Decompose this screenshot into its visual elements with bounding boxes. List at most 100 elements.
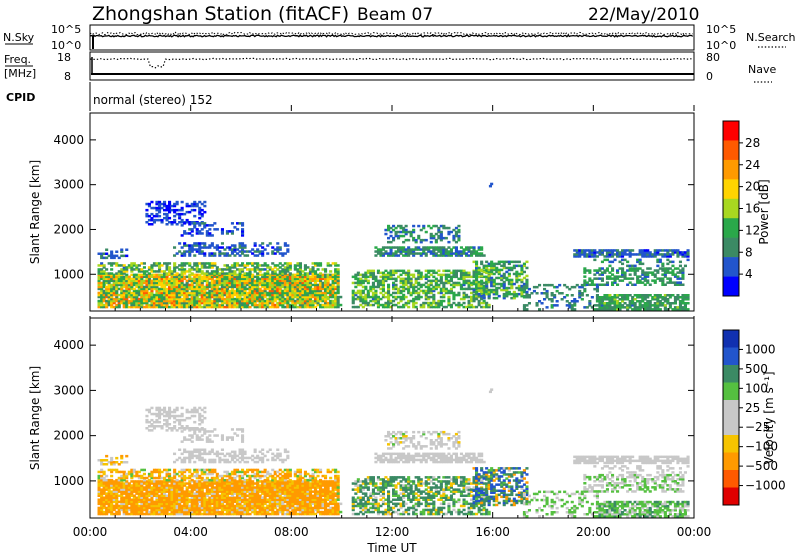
echo-cell bbox=[107, 285, 111, 289]
echo-cell bbox=[505, 288, 509, 292]
echo-cell bbox=[621, 298, 625, 301]
echo-cell bbox=[656, 306, 660, 309]
echo-cell bbox=[150, 293, 154, 297]
echo-cell bbox=[548, 298, 552, 301]
echo-cell bbox=[434, 277, 438, 281]
echo-cell bbox=[213, 504, 217, 508]
echo-cell bbox=[238, 287, 242, 291]
echo-cell bbox=[311, 270, 315, 273]
echo-cell bbox=[205, 266, 209, 269]
echo-cell bbox=[175, 277, 179, 281]
echo-cell bbox=[147, 504, 151, 508]
echo-cell bbox=[392, 291, 396, 295]
echo-cell bbox=[173, 289, 177, 293]
echo-cell bbox=[593, 273, 597, 276]
echo-cell bbox=[110, 301, 114, 305]
echo-cell bbox=[399, 289, 403, 293]
echo-cell bbox=[658, 308, 662, 311]
echo-cell bbox=[115, 262, 119, 265]
echo-cell bbox=[253, 287, 257, 291]
echo-cell bbox=[288, 285, 292, 289]
echo-cell bbox=[140, 270, 144, 273]
echo-cell bbox=[359, 295, 363, 299]
echo-cell bbox=[439, 224, 443, 228]
echo-cell bbox=[135, 504, 139, 508]
echo-cell bbox=[286, 275, 290, 279]
echo-cell bbox=[155, 291, 159, 295]
echo-cell bbox=[198, 512, 202, 516]
echo-cell bbox=[230, 297, 234, 301]
echo-cell bbox=[241, 281, 245, 285]
echo-cell bbox=[195, 484, 199, 487]
echo-cell bbox=[140, 490, 144, 493]
echo-cell bbox=[180, 206, 184, 210]
echo-cell bbox=[505, 278, 509, 282]
echo-cell bbox=[550, 298, 554, 301]
echo-cell bbox=[319, 303, 323, 307]
echo-cell bbox=[137, 275, 141, 279]
echo-cell bbox=[283, 285, 287, 289]
echo-cell bbox=[180, 484, 184, 487]
echo-cell bbox=[439, 250, 443, 253]
echo-cell bbox=[170, 488, 174, 491]
echo-cell bbox=[336, 301, 340, 305]
echo-cell bbox=[233, 484, 237, 487]
echo-cell bbox=[656, 253, 660, 256]
echo-cell bbox=[517, 274, 521, 278]
echo-cell bbox=[102, 498, 106, 501]
echo-cell bbox=[220, 273, 224, 277]
echo-cell bbox=[392, 246, 396, 249]
echo-cell bbox=[394, 226, 398, 230]
echo-cell bbox=[223, 498, 227, 501]
echo-cell bbox=[193, 226, 197, 229]
echo-cell bbox=[319, 275, 323, 279]
echo-cell bbox=[140, 299, 144, 303]
echo-cell bbox=[168, 287, 172, 291]
echo-cell bbox=[112, 508, 116, 512]
echo-cell bbox=[543, 287, 547, 291]
echo-cell bbox=[195, 266, 199, 269]
echo-cell bbox=[120, 254, 124, 258]
echo-cell bbox=[127, 283, 131, 287]
echo-cell bbox=[653, 279, 657, 282]
echo-cell bbox=[183, 212, 187, 216]
echo-cell bbox=[142, 270, 146, 273]
colorbar-segment bbox=[723, 218, 739, 238]
echo-cell bbox=[291, 303, 295, 307]
echo-cell bbox=[575, 253, 579, 256]
echo-cell bbox=[301, 289, 305, 293]
beam-label: Beam 07 bbox=[357, 5, 433, 25]
echo-cell bbox=[152, 297, 156, 301]
echo-cell bbox=[195, 250, 199, 253]
echo-cell bbox=[409, 279, 413, 283]
echo-cell bbox=[558, 283, 562, 287]
echo-cell bbox=[215, 305, 219, 309]
echo-cell bbox=[130, 299, 134, 303]
echo-cell bbox=[137, 504, 141, 508]
echo-cell bbox=[205, 512, 209, 516]
echo-cell bbox=[183, 254, 187, 257]
echo-cell bbox=[107, 502, 111, 506]
echo-cell bbox=[482, 296, 486, 300]
echo-cell bbox=[424, 297, 428, 301]
echo-cell bbox=[158, 510, 162, 514]
echo-cell bbox=[115, 492, 119, 495]
echo-cell bbox=[359, 291, 363, 295]
echo-cell bbox=[125, 275, 129, 279]
echo-cell bbox=[150, 279, 154, 283]
echo-cell bbox=[437, 269, 441, 273]
echo-cell bbox=[102, 490, 106, 493]
echo-cell bbox=[480, 248, 484, 251]
echo-cell bbox=[308, 285, 312, 289]
echo-cell bbox=[223, 281, 227, 285]
echo-cell bbox=[220, 500, 224, 504]
echo-cell bbox=[663, 304, 667, 307]
echo-cell bbox=[122, 268, 126, 271]
echo-cell bbox=[387, 291, 391, 295]
echo-cell bbox=[678, 264, 682, 268]
echo-cell bbox=[359, 299, 363, 303]
echo-cell bbox=[225, 482, 229, 485]
echo-cell bbox=[666, 258, 670, 262]
echo-cell bbox=[329, 287, 333, 291]
